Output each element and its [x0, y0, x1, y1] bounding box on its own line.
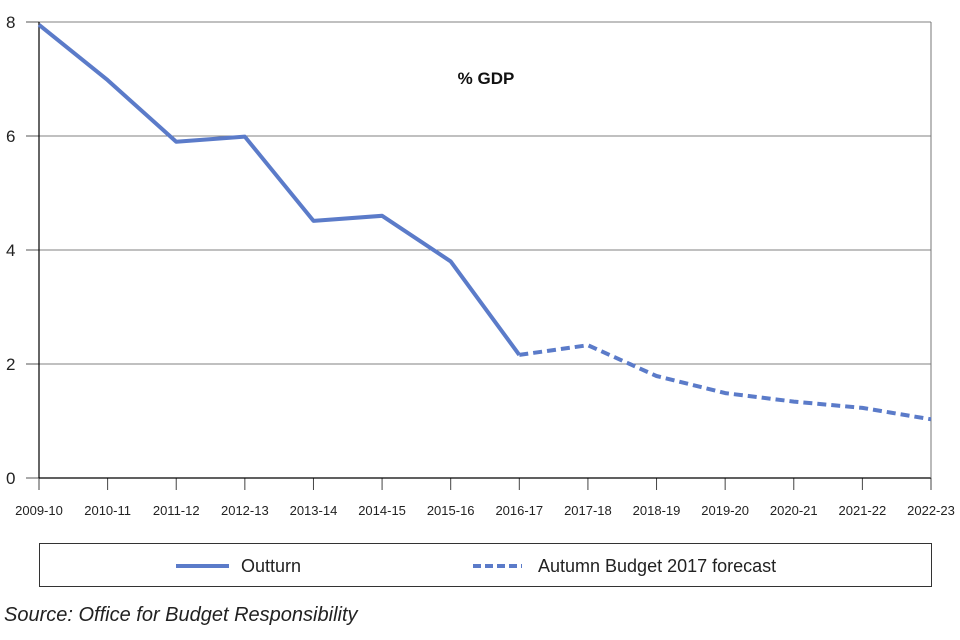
line-chart: 0 2 4 6 8 2009-10 2010-11 2011-12 2012-13 2013-1… — [6, 13, 955, 587]
legend-forecast-label: Autumn Budget 2017 forecast — [538, 556, 776, 576]
gridlines — [39, 21, 931, 365]
series-lines — [37, 23, 932, 422]
y-tick-label: 4 — [6, 241, 15, 260]
x-tick-label: 2012-13 — [221, 503, 269, 518]
source-note: Source: Office for Budget Responsibility — [4, 604, 358, 626]
x-tick-label: 2014-15 — [358, 503, 406, 518]
legend-outturn-label: Outturn — [241, 556, 301, 576]
x-tick-label: 2017-18 — [564, 503, 612, 518]
series-outturn-line — [37, 23, 521, 357]
x-tick-label: 2020-21 — [770, 503, 818, 518]
y-tick-label: 2 — [6, 355, 15, 374]
x-tick-label: 2011-12 — [153, 503, 200, 518]
x-tick-label: 2016-17 — [495, 503, 543, 518]
x-tick-label: 2019-20 — [701, 503, 749, 518]
x-tick-label: 2015-16 — [427, 503, 475, 518]
y-axis-ticks: 0 2 4 6 8 — [6, 13, 39, 488]
y-tick-label: 6 — [6, 127, 15, 146]
x-tick-label: 2022-23 — [907, 503, 955, 518]
x-tick-label: 2021-22 — [839, 503, 887, 518]
y-tick-label: 0 — [6, 469, 15, 488]
x-tick-label: 2009-10 — [15, 503, 63, 518]
x-tick-label: 2018-19 — [633, 503, 681, 518]
series-forecast-line — [519, 343, 932, 422]
y-tick-label: 8 — [6, 13, 15, 32]
x-tick-label: 2013-14 — [290, 503, 338, 518]
x-axis-ticks: 2009-10 2010-11 2011-12 2012-13 2013-14 2014-… — [15, 478, 955, 518]
x-tick-label: 2010-11 — [84, 503, 131, 518]
chart-title: % GDP — [458, 69, 515, 88]
